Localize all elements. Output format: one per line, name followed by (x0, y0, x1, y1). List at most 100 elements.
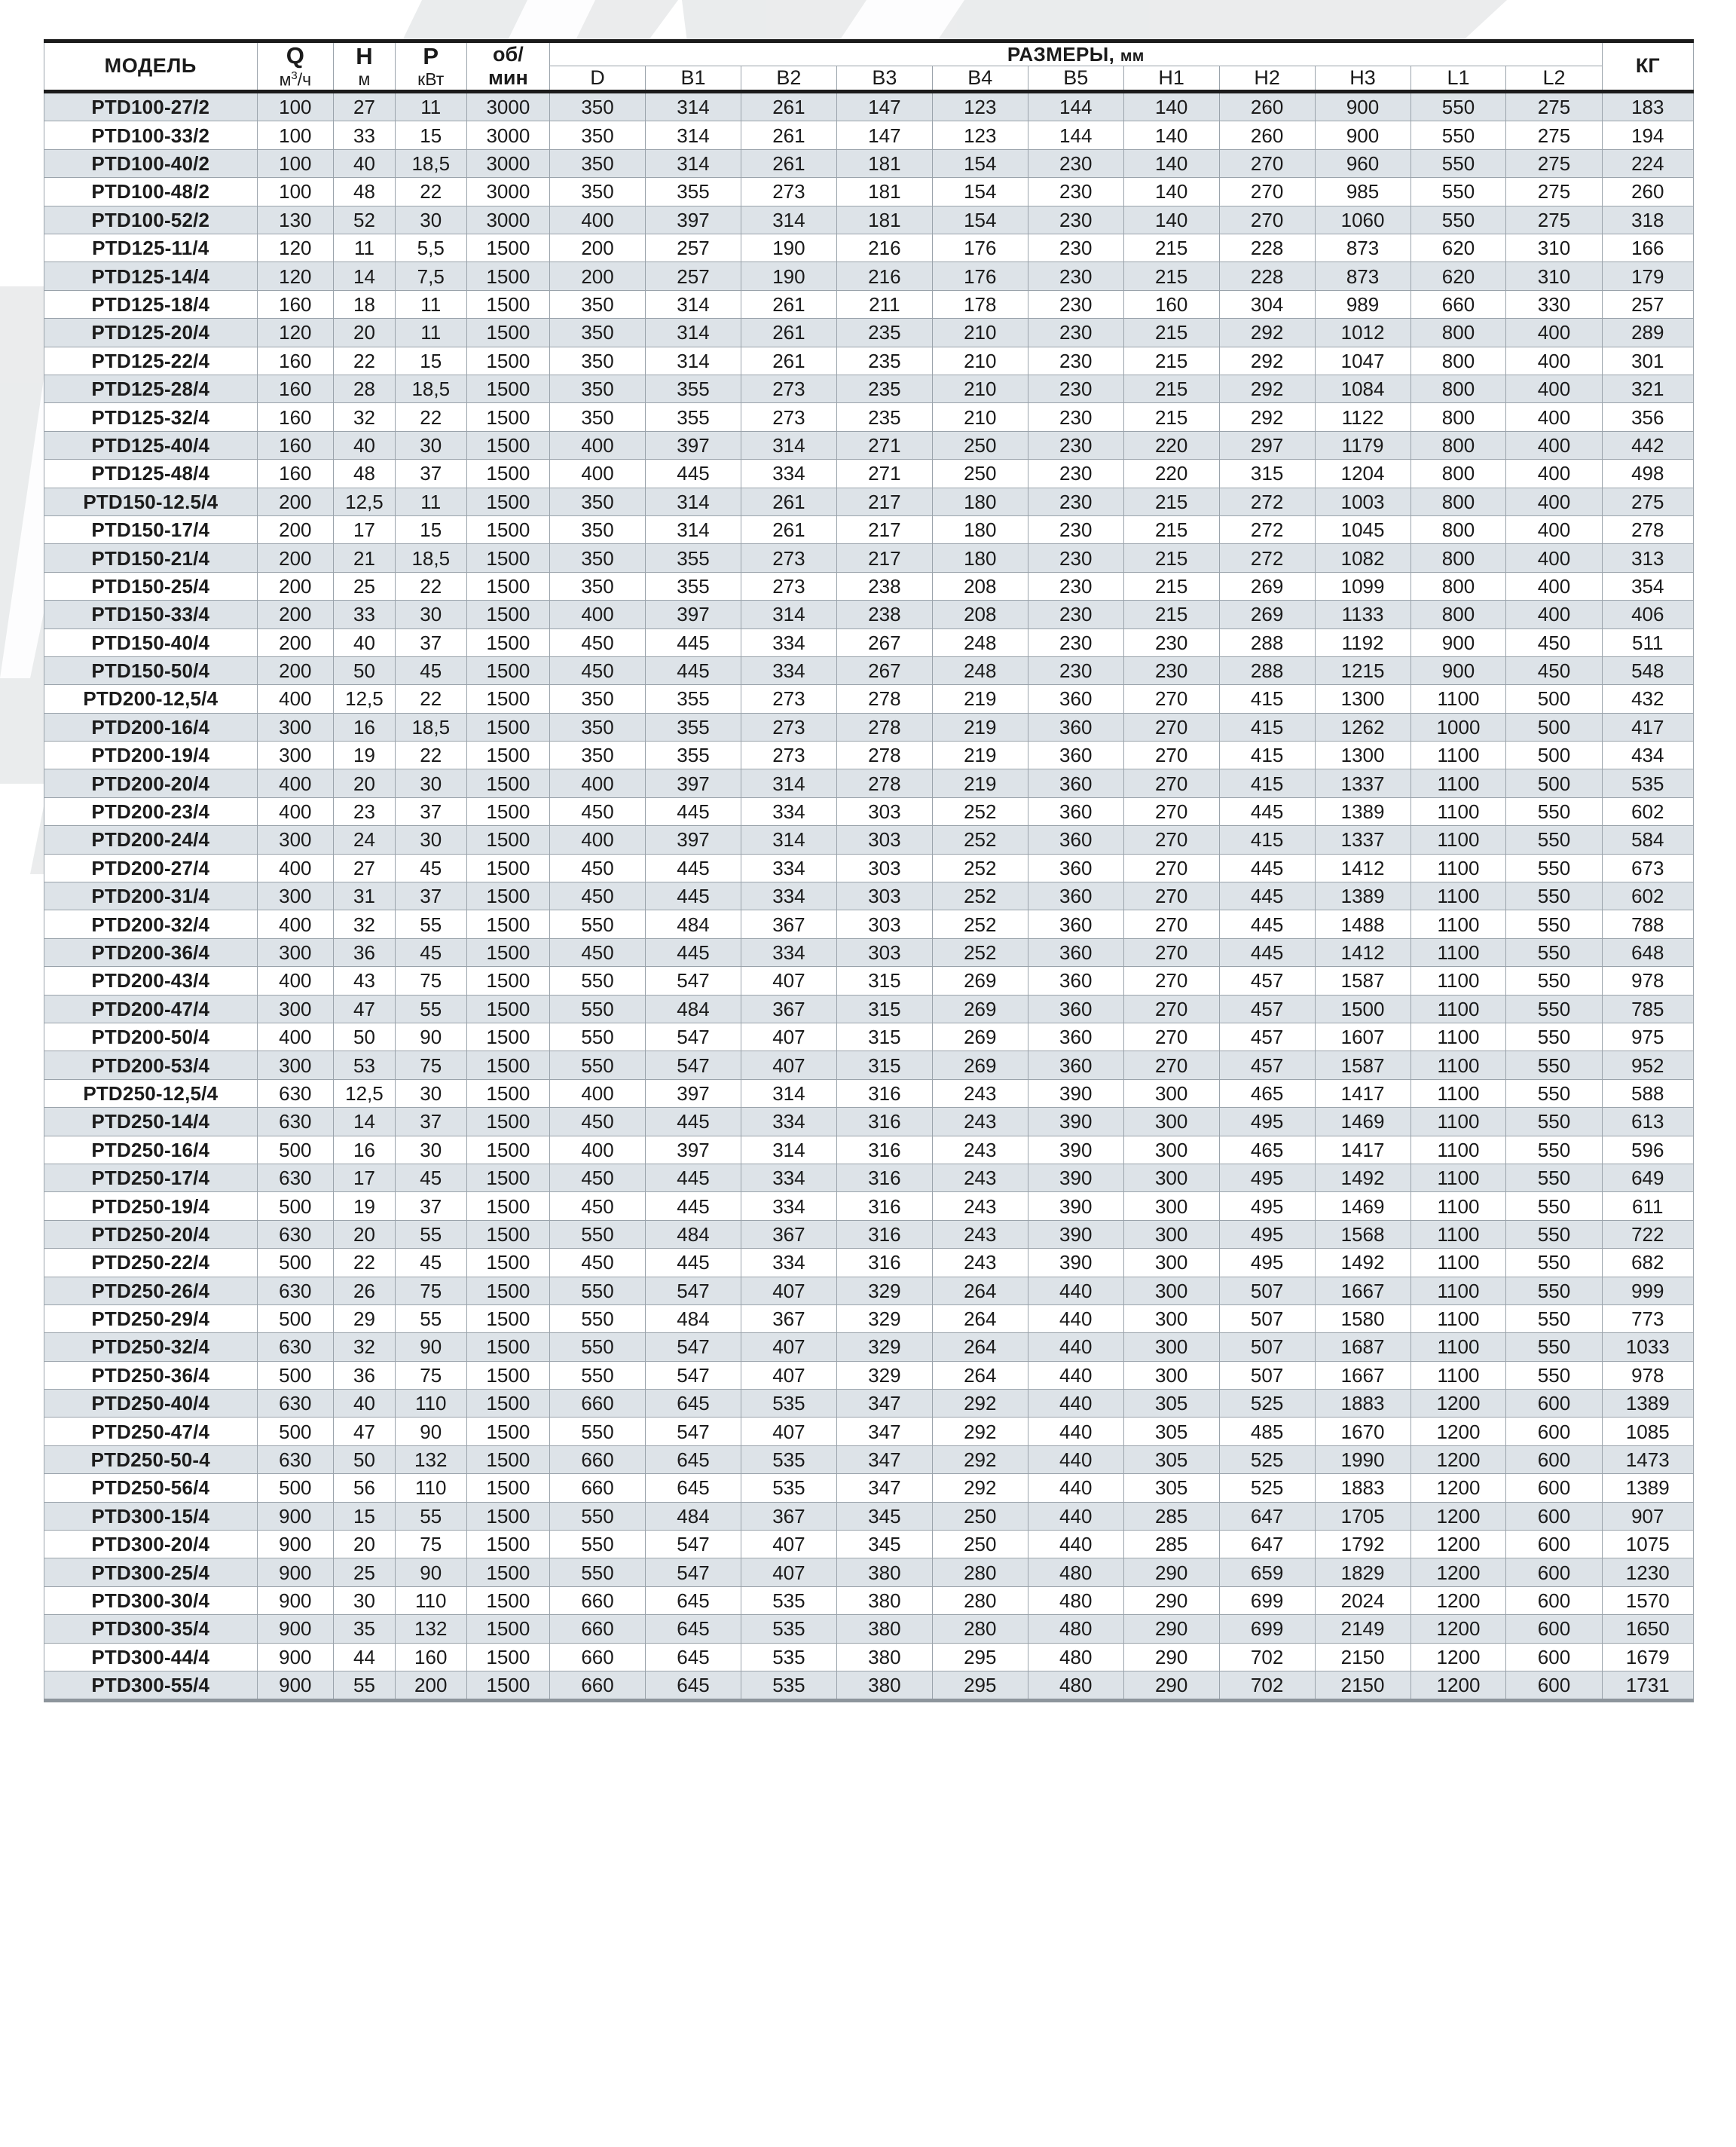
cell-rpm: 1500 (466, 1304, 551, 1334)
cell-h2: 292 (1218, 346, 1316, 376)
cell-p: 30 (394, 1078, 467, 1109)
cell-b3: 278 (836, 684, 933, 714)
cell-h1: 160 (1123, 289, 1220, 320)
cell-h2: 260 (1218, 91, 1316, 122)
cell-kg: 166 (1601, 234, 1695, 263)
cell-l2: 550 (1505, 1051, 1603, 1080)
cell-b3: 380 (836, 1670, 933, 1703)
cell-h3: 1082 (1314, 543, 1411, 573)
cell-q: 100 (256, 177, 335, 206)
table-row: PTD200-36/4 300 36 45 1500 450 445 334 303 252 360… (44, 937, 1695, 968)
cell-kg: 1085 (1601, 1417, 1695, 1446)
cell-model: PTD150-40/4 (44, 628, 258, 657)
cell-h3: 1047 (1314, 346, 1411, 376)
cell-b3: 303 (836, 937, 933, 968)
cell-l1: 1100 (1410, 1248, 1507, 1277)
cell-h2: 659 (1218, 1558, 1316, 1587)
cell-model: PTD250-19/4 (44, 1191, 258, 1221)
cell-rpm: 1500 (466, 1558, 551, 1587)
cell-p: 11 (394, 487, 467, 516)
cell-d: 550 (549, 994, 646, 1023)
cell-rpm: 1500 (466, 346, 551, 376)
cell-b5: 230 (1027, 571, 1124, 601)
cell-b2: 535 (740, 1642, 837, 1671)
cell-kg: 648 (1601, 937, 1695, 968)
cell-b3: 316 (836, 1078, 933, 1109)
cell-b4: 280 (931, 1614, 1028, 1644)
cell-h: 19 (333, 741, 396, 770)
cell-h2: 702 (1218, 1642, 1316, 1671)
cell-d: 350 (549, 177, 646, 206)
cell-b1: 445 (645, 853, 741, 883)
cell-b3: 216 (836, 261, 933, 291)
cell-p: 15 (394, 515, 467, 545)
cell-l1: 800 (1410, 487, 1507, 516)
cell-l2: 450 (1505, 656, 1603, 686)
cell-q: 400 (256, 1022, 335, 1052)
cell-model: PTD200-47/4 (44, 994, 258, 1023)
cell-l2: 550 (1505, 1219, 1603, 1249)
table-row: PTD100-33/2 100 33 15 3000 350 314 261 147 123 144… (44, 121, 1695, 150)
cell-kg: 722 (1601, 1219, 1695, 1249)
cell-kg: 1650 (1601, 1614, 1695, 1644)
cell-h2: 269 (1218, 571, 1316, 601)
cell-b4: 208 (931, 571, 1028, 601)
cell-rpm: 1500 (466, 1445, 551, 1475)
cell-d: 660 (549, 1586, 646, 1616)
cell-model: PTD200-36/4 (44, 937, 258, 968)
table-row: PTD250-40/4 630 40 110 1500 660 645 535 347 292 44… (44, 1389, 1695, 1418)
cell-b2: 407 (740, 1022, 837, 1052)
header-dim-l1: L1 (1410, 65, 1507, 94)
cell-h2: 485 (1218, 1417, 1316, 1446)
cell-b5: 360 (1027, 994, 1124, 1023)
cell-h3: 1204 (1314, 459, 1411, 488)
cell-b5: 360 (1027, 684, 1124, 714)
cell-p: 132 (394, 1445, 467, 1475)
cell-p: 45 (394, 656, 467, 686)
cell-b2: 261 (740, 148, 837, 179)
cell-b4: 269 (931, 994, 1028, 1023)
cell-h1: 290 (1123, 1586, 1220, 1616)
header-dim-h3: H3 (1314, 65, 1411, 94)
cell-model: PTD250-36/4 (44, 1360, 258, 1390)
cell-h2: 457 (1218, 994, 1316, 1023)
cell-b4: 292 (931, 1445, 1028, 1475)
cell-model: PTD150-21/4 (44, 543, 258, 573)
cell-b1: 314 (645, 121, 741, 150)
cell-h2: 297 (1218, 430, 1316, 460)
cell-h: 17 (333, 515, 396, 545)
cell-q: 400 (256, 797, 335, 827)
cell-kg: 289 (1601, 318, 1695, 347)
cell-q: 400 (256, 910, 335, 939)
cell-b1: 445 (645, 1107, 741, 1136)
cell-h2: 270 (1218, 148, 1316, 179)
cell-h3: 1003 (1314, 487, 1411, 516)
cell-h1: 290 (1123, 1558, 1220, 1587)
cell-model: PTD200-31/4 (44, 882, 258, 911)
cell-b2: 314 (740, 825, 837, 855)
cell-h3: 1192 (1314, 628, 1411, 657)
cell-h1: 270 (1123, 769, 1220, 798)
table-row: PTD125-18/4 160 18 11 1500 350 314 261 211 178 230… (44, 289, 1695, 320)
cell-b1: 445 (645, 937, 741, 968)
cell-l2: 600 (1505, 1530, 1603, 1559)
cell-p: 37 (394, 882, 467, 911)
cell-l2: 550 (1505, 1078, 1603, 1109)
cell-b4: 292 (931, 1389, 1028, 1418)
cell-p: 55 (394, 1501, 467, 1531)
cell-h3: 873 (1314, 261, 1411, 291)
cell-h2: 525 (1218, 1389, 1316, 1418)
cell-q: 200 (256, 515, 335, 545)
cell-h2: 315 (1218, 459, 1316, 488)
cell-l1: 800 (1410, 374, 1507, 404)
cell-b1: 547 (645, 1332, 741, 1362)
cell-h: 55 (333, 1670, 396, 1703)
cell-kg: 406 (1601, 600, 1695, 629)
cell-q: 200 (256, 543, 335, 573)
cell-b5: 440 (1027, 1445, 1124, 1475)
cell-h3: 2150 (1314, 1670, 1411, 1703)
cell-model: PTD250-56/4 (44, 1473, 258, 1503)
cell-h1: 140 (1123, 91, 1220, 122)
cell-h: 26 (333, 1276, 396, 1305)
table-row: PTD300-44/4 900 44 160 1500 660 645 535 380 295 48… (44, 1642, 1695, 1671)
